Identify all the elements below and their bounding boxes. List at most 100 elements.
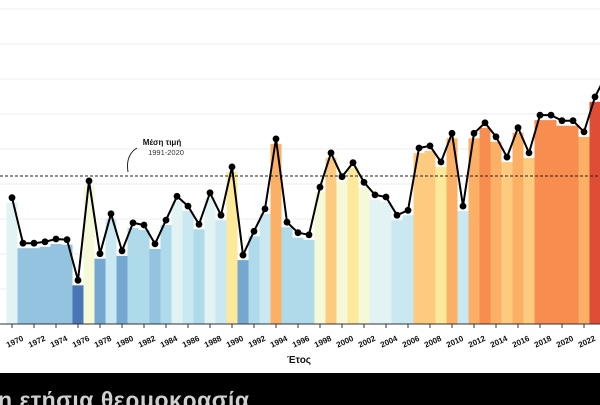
bar-2012 bbox=[468, 138, 480, 324]
point-2003 bbox=[371, 191, 379, 199]
bar-2022 bbox=[578, 136, 590, 324]
bar-1988 bbox=[204, 197, 216, 324]
point-2010 bbox=[448, 129, 456, 137]
tick-label-1992: 1992 bbox=[247, 334, 267, 350]
bar-2008 bbox=[424, 150, 436, 324]
bar-2004 bbox=[380, 202, 392, 324]
tick-label-1988: 1988 bbox=[203, 334, 223, 350]
bar-2020 bbox=[556, 125, 568, 324]
bar-2015 bbox=[501, 162, 513, 324]
bar-2006 bbox=[402, 215, 414, 324]
bar-2013 bbox=[479, 127, 491, 324]
bar-1999 bbox=[325, 157, 337, 324]
bar-1973 bbox=[39, 246, 51, 324]
tick-label-1978: 1978 bbox=[93, 334, 113, 350]
tick-label-2002: 2002 bbox=[357, 334, 377, 350]
point-1995 bbox=[283, 218, 291, 226]
point-1986 bbox=[184, 202, 192, 210]
bar-2011 bbox=[457, 211, 469, 324]
bar-1990 bbox=[226, 171, 238, 324]
bar-1976 bbox=[72, 285, 84, 324]
tick-label-1970: 1970 bbox=[5, 334, 25, 350]
tick-label-2004: 2004 bbox=[379, 334, 399, 350]
point-1978 bbox=[96, 250, 104, 258]
point-1990 bbox=[228, 163, 236, 171]
tick-label-2000: 2000 bbox=[335, 334, 355, 350]
point-1999 bbox=[327, 149, 335, 157]
bar-2007 bbox=[413, 153, 425, 324]
tick-label-1974: 1974 bbox=[49, 334, 69, 350]
bar-1995 bbox=[281, 227, 293, 324]
tick-label-1986: 1986 bbox=[181, 334, 201, 350]
point-2006 bbox=[404, 206, 412, 214]
tick-label-1990: 1990 bbox=[225, 334, 245, 350]
bar-1980 bbox=[116, 255, 128, 324]
tick-label-2022: 2022 bbox=[577, 334, 597, 350]
point-1996 bbox=[294, 229, 302, 237]
bar-2017 bbox=[523, 157, 535, 324]
tick-label-1984: 1984 bbox=[159, 334, 179, 350]
bar-2010 bbox=[446, 138, 458, 324]
tick-label-2018: 2018 bbox=[533, 334, 553, 350]
point-2019 bbox=[547, 111, 555, 119]
point-1971 bbox=[19, 239, 27, 247]
bar-1978 bbox=[94, 258, 106, 324]
point-1977 bbox=[85, 177, 93, 185]
bar-1994 bbox=[270, 143, 282, 324]
point-1980 bbox=[118, 247, 126, 255]
point-1985 bbox=[173, 192, 181, 200]
bar-1997 bbox=[303, 239, 315, 324]
bar-1996 bbox=[292, 237, 304, 324]
tick-label-1998: 1998 bbox=[313, 334, 333, 350]
x-ticks: 1970 1972 1974 1976 1978 1980 1982 1984 1986 1988… bbox=[5, 324, 597, 350]
point-2016 bbox=[514, 124, 522, 132]
point-2015 bbox=[503, 153, 511, 161]
bar-1974 bbox=[50, 244, 62, 324]
bar-2019 bbox=[545, 120, 557, 324]
bar-1972 bbox=[28, 248, 40, 324]
bar-1981 bbox=[127, 227, 139, 324]
tick-label-2006: 2006 bbox=[401, 334, 421, 350]
title-banner: η ετήσια θερμοκρασία bbox=[0, 373, 600, 405]
point-2002 bbox=[360, 178, 368, 186]
bar-1983 bbox=[149, 248, 161, 324]
point-1974 bbox=[52, 235, 60, 243]
bar-2014 bbox=[490, 141, 502, 324]
tick-label-1982: 1982 bbox=[137, 334, 157, 350]
point-1984 bbox=[162, 216, 170, 224]
bar-2009 bbox=[435, 167, 447, 324]
point-1988 bbox=[206, 189, 214, 197]
point-1997 bbox=[305, 231, 313, 239]
point-1994 bbox=[272, 135, 280, 143]
tick-label-2016: 2016 bbox=[511, 334, 531, 350]
point-1970 bbox=[8, 194, 16, 202]
point-1992 bbox=[250, 227, 258, 235]
mean-label: Μέση τιμή bbox=[143, 138, 182, 147]
data-points bbox=[8, 93, 599, 284]
tick-label-1972: 1972 bbox=[27, 334, 47, 350]
bar-2003 bbox=[369, 199, 381, 324]
bar-2001 bbox=[347, 167, 359, 324]
bar-2023 bbox=[589, 101, 600, 325]
bar-2000 bbox=[336, 181, 348, 324]
point-2017 bbox=[525, 149, 533, 157]
tick-label-2008: 2008 bbox=[423, 334, 443, 350]
bar-2021 bbox=[567, 125, 579, 324]
tick-label-1996: 1996 bbox=[291, 334, 311, 350]
temperature-anomaly-chart: Μέση τιμή 1991-2020 1970 1972 1974 1976 1978… bbox=[0, 8, 600, 366]
bar-1985 bbox=[171, 201, 183, 324]
point-1975 bbox=[63, 236, 71, 244]
bar-1986 bbox=[182, 211, 194, 324]
point-2005 bbox=[393, 211, 401, 219]
bar-1979 bbox=[105, 218, 117, 324]
point-2004 bbox=[382, 193, 390, 201]
point-1972 bbox=[30, 239, 38, 247]
point-2014 bbox=[492, 133, 500, 141]
point-1991 bbox=[239, 251, 247, 259]
bar-1970 bbox=[6, 202, 18, 324]
tick-label-2012: 2012 bbox=[467, 334, 487, 350]
point-2007 bbox=[415, 144, 423, 152]
point-2008 bbox=[426, 142, 434, 150]
point-2023 bbox=[591, 93, 599, 101]
point-2022 bbox=[580, 128, 588, 136]
